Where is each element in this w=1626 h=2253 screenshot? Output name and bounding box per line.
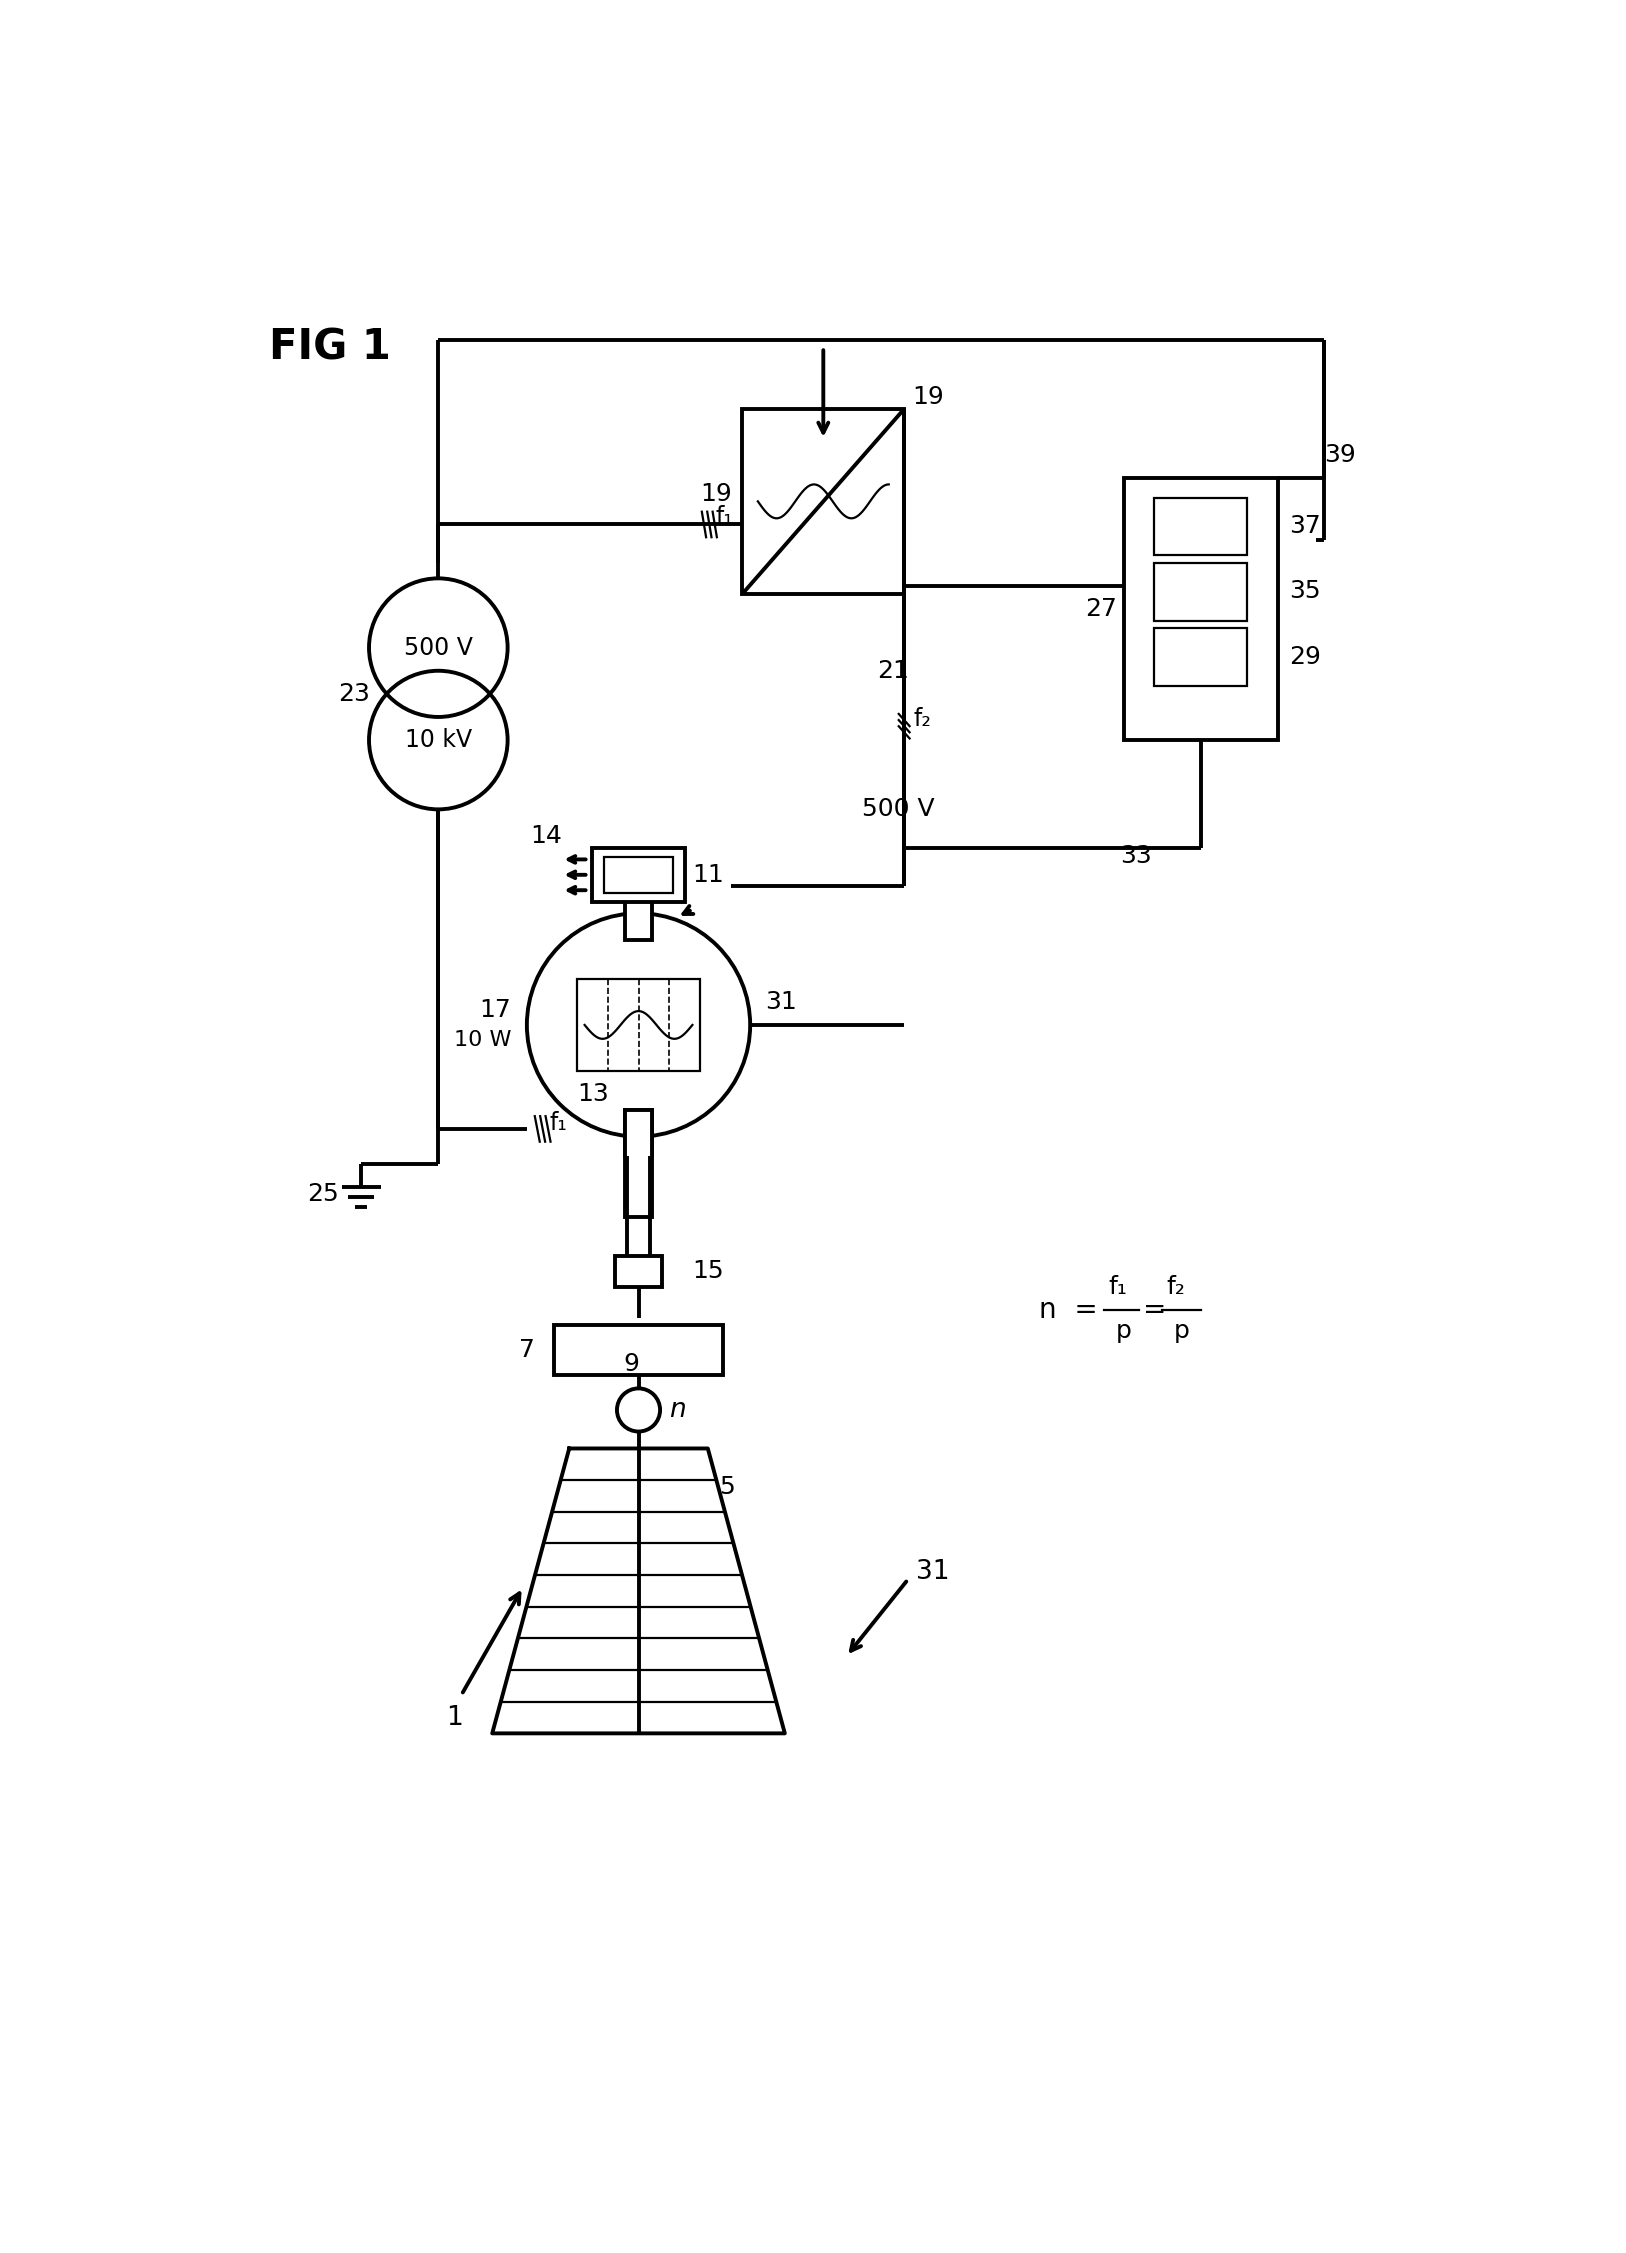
Text: 11: 11 [693,863,724,888]
Text: 1: 1 [446,1706,463,1730]
Text: 10 kV: 10 kV [405,728,472,753]
Bar [1154,498,1247,554]
Text: 17: 17 [480,998,512,1021]
Text: f₂: f₂ [1166,1275,1185,1298]
Bar [626,894,652,940]
Bar [1154,629,1247,687]
Text: f₁: f₁ [550,1111,567,1136]
Text: n  =: n = [1039,1295,1098,1325]
Text: =: = [1143,1295,1166,1325]
Text: 9: 9 [623,1352,639,1377]
Text: 500 V: 500 V [862,798,935,822]
Bar [577,978,701,1070]
Text: 500 V: 500 V [403,635,473,660]
Text: FIG 1: FIG 1 [268,327,390,367]
Bar [592,847,685,901]
Text: 15: 15 [693,1259,724,1284]
Text: 33: 33 [1120,843,1151,867]
Text: f₁: f₁ [1109,1275,1127,1298]
Text: 10 W: 10 W [454,1030,512,1050]
Bar [626,1111,652,1217]
Text: 7: 7 [519,1338,535,1361]
Text: 35: 35 [1289,579,1320,604]
Text: 31: 31 [766,989,797,1014]
Bar [743,410,904,595]
Text: f₂: f₂ [914,707,932,730]
Text: 14: 14 [530,825,563,849]
Text: 5: 5 [719,1476,735,1498]
Bar [554,1325,724,1374]
Text: 31: 31 [915,1559,950,1584]
Bar [1124,478,1278,739]
Text: 39: 39 [1324,444,1356,466]
Text: f₁: f₁ [715,505,733,529]
Text: 37: 37 [1289,514,1320,538]
Text: 13: 13 [577,1081,608,1106]
Bar [603,856,673,892]
Text: 23: 23 [338,683,371,705]
Text: 27: 27 [1085,597,1117,622]
Text: 25: 25 [307,1183,340,1205]
Bar [1154,563,1247,622]
Text: p: p [1115,1320,1132,1343]
Text: 19: 19 [912,385,943,410]
Bar [626,1111,652,1156]
Text: 19: 19 [701,482,732,505]
Text: 21: 21 [876,658,909,683]
Text: 29: 29 [1289,644,1320,669]
Text: n: n [670,1397,686,1424]
Bar [615,1255,662,1286]
Text: p: p [1174,1320,1190,1343]
